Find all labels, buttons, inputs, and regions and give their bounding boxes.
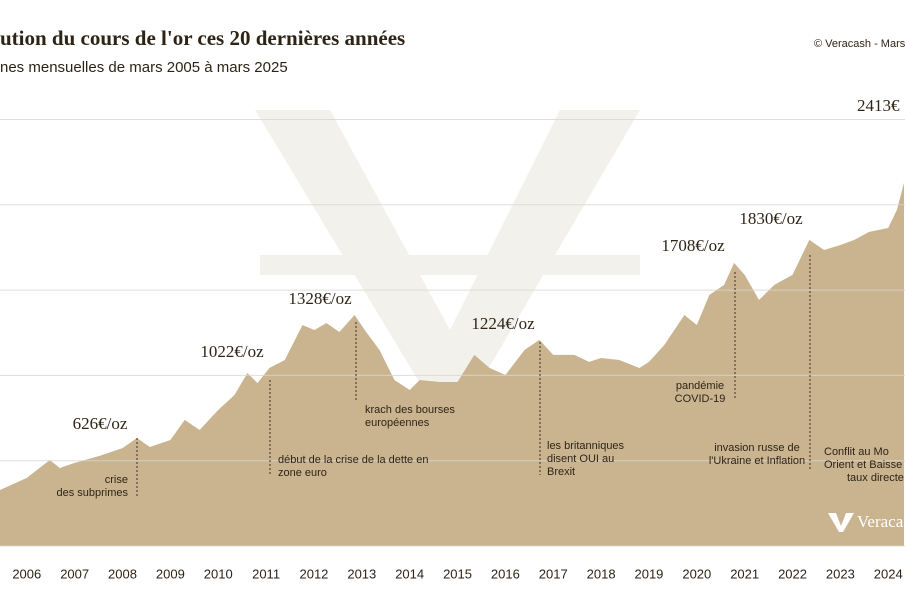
price-label: 2413€ (857, 96, 900, 115)
x-tick-label: 2008 (108, 566, 137, 581)
event-label: krach des bourses (365, 404, 455, 416)
chart-title: ution du cours de l'or ces 20 dernières … (0, 26, 405, 50)
x-tick-label: 2019 (634, 566, 663, 581)
price-label: 1022€/oz (200, 342, 264, 361)
logo-icon (828, 513, 854, 532)
price-label: 1830€/oz (739, 209, 803, 228)
event-label: Orient et Baisse (824, 459, 902, 471)
x-tick-label: 2020 (682, 566, 711, 581)
x-tick-label: 2017 (539, 566, 568, 581)
x-tick-label: 2006 (12, 566, 41, 581)
x-tick-label: 2007 (60, 566, 89, 581)
x-tick-label: 2014 (395, 566, 424, 581)
event-label: européennes (365, 417, 430, 429)
x-tick-label: 2012 (299, 566, 328, 581)
logo-text: Veracash (857, 512, 905, 531)
event-label: COVID-19 (675, 393, 726, 405)
source: © Veracash - Mars (814, 38, 905, 50)
x-tick-label: 2024 (874, 566, 903, 581)
x-tick-label: 2018 (587, 566, 616, 581)
price-label: 1328€/oz (288, 289, 352, 308)
event-label: Brexit (547, 466, 575, 478)
x-tick-label: 2022 (778, 566, 807, 581)
x-tick-label: 2010 (204, 566, 233, 581)
price-label: 626€/oz (73, 414, 128, 433)
price-label: 1224€/oz (471, 314, 535, 333)
x-tick-label: 2023 (826, 566, 855, 581)
x-tick-label: 2011 (252, 566, 280, 581)
event-label: pandémie (676, 380, 724, 392)
x-tick-label: 2016 (491, 566, 520, 581)
price-label: 1708€/oz (661, 236, 725, 255)
x-tick-label: 2013 (347, 566, 376, 581)
event-label: invasion russe de (714, 442, 800, 454)
x-tick-label: 2021 (730, 566, 759, 581)
x-tick-label: 2009 (156, 566, 185, 581)
event-label: crise (105, 474, 128, 486)
event-label: zone euro (278, 467, 327, 479)
price-area (0, 182, 905, 546)
event-label: l'Ukraine et Inflation (709, 455, 805, 467)
event-label: des subprimes (56, 487, 128, 499)
watermark (255, 110, 640, 400)
event-label: les britanniques (547, 440, 625, 452)
x-tick-label: 2015 (443, 566, 472, 581)
event-label: Conflit au Mo (824, 446, 889, 458)
event-label: taux directe (847, 472, 904, 484)
event-label: disent OUI au (547, 453, 614, 465)
chart-subtitle: nes mensuelles de mars 2005 à mars 2025 (0, 59, 288, 76)
event-label: début de la crise de la dette en (278, 454, 428, 466)
